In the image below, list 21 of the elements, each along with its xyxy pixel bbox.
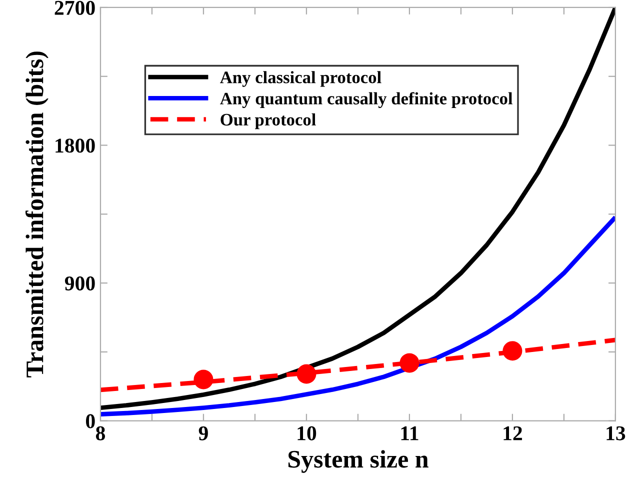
line-series <box>100 338 616 392</box>
legend-label: Any classical protocol <box>220 71 382 87</box>
line-series <box>100 214 616 416</box>
y-tick-label: 900 <box>64 276 95 290</box>
point <box>296 364 316 384</box>
x-tick-label: 8 <box>96 426 105 440</box>
x-tick-label: 12 <box>504 426 522 440</box>
point <box>502 341 522 361</box>
y-axis-title: Transmitted information (bits) <box>25 52 48 378</box>
point <box>194 370 214 390</box>
x-tick-label: 11 <box>401 426 418 440</box>
x-tick-label: 13 <box>606 426 626 440</box>
legend-label: Any quantum causally definite protocol <box>220 92 512 108</box>
y-tick-label: 0 <box>86 414 95 428</box>
x-axis-title: System size n <box>288 450 428 473</box>
x-tick-label: 10 <box>298 426 316 440</box>
x-tick-label: 9 <box>198 426 208 440</box>
y-tick-label: 2700 <box>54 0 95 15</box>
y-tick-label: 1800 <box>56 138 95 153</box>
legend-label: Our protocol <box>220 113 316 130</box>
point <box>400 353 420 373</box>
